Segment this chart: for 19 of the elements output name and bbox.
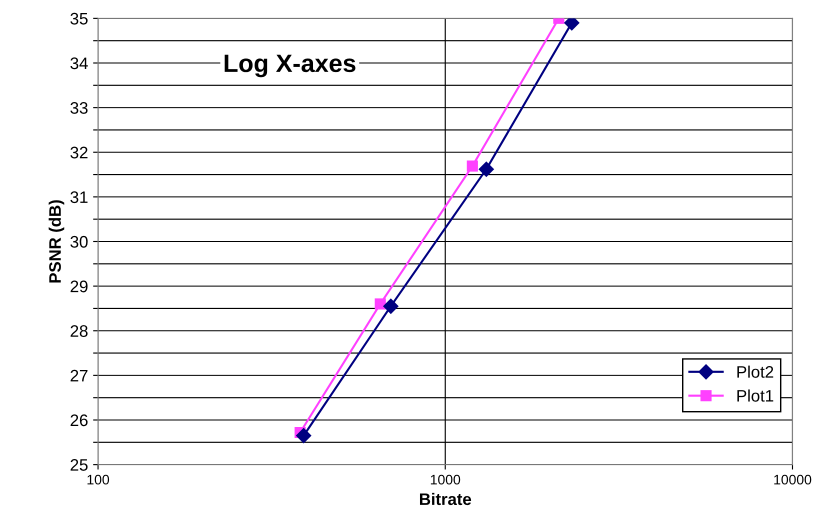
x-tick-label: 100 (88, 474, 110, 485)
y-tick-label: 32 (70, 146, 88, 158)
y-axis-title: PSNR (dB) (48, 200, 64, 283)
y-tick-label: 28 (70, 325, 88, 337)
y-tick-label: 34 (70, 57, 88, 70)
y-tick-label: 35 (70, 12, 88, 25)
y-tick-label: 33 (70, 102, 88, 114)
y-tick-label: 25 (70, 459, 88, 471)
y-tick-label: 26 (70, 414, 88, 426)
x-tick-label: 10000 (774, 474, 812, 485)
annotation: Log X-axes (224, 54, 356, 78)
x-axis-title: Bitrate (420, 492, 472, 506)
legend-label: Plot2 (737, 366, 774, 378)
y-tick-label: 31 (70, 191, 88, 204)
x-tick-label: 1000 (430, 474, 460, 485)
y-tick-label: 27 (70, 370, 88, 382)
legend-label: Plot1 (737, 389, 774, 402)
y-tick-label: 30 (70, 236, 88, 248)
y-tick-label: 29 (70, 280, 88, 292)
